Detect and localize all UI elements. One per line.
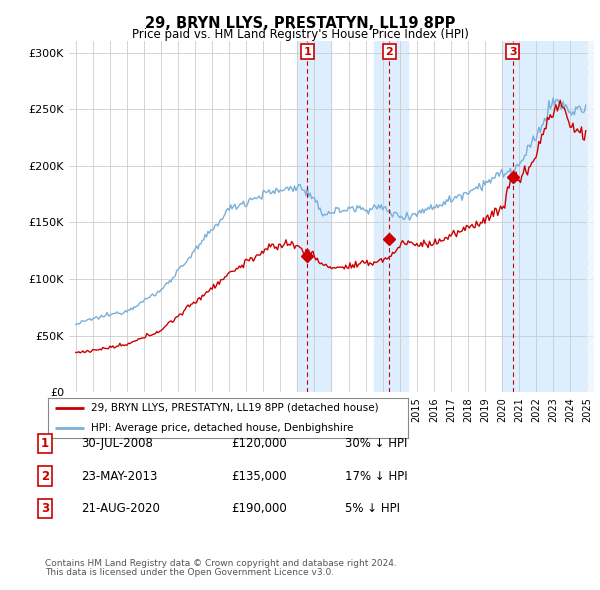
- Text: 1: 1: [41, 437, 49, 450]
- Bar: [374, 41, 408, 392]
- Text: 30% ↓ HPI: 30% ↓ HPI: [345, 437, 407, 450]
- Text: £135,000: £135,000: [231, 470, 287, 483]
- Text: This data is licensed under the Open Government Licence v3.0.: This data is licensed under the Open Gov…: [45, 568, 334, 577]
- Text: Price paid vs. HM Land Registry's House Price Index (HPI): Price paid vs. HM Land Registry's House …: [131, 28, 469, 41]
- Text: Contains HM Land Registry data © Crown copyright and database right 2024.: Contains HM Land Registry data © Crown c…: [45, 559, 397, 568]
- Text: 30-JUL-2008: 30-JUL-2008: [81, 437, 153, 450]
- Text: 2: 2: [41, 470, 49, 483]
- Text: 23-MAY-2013: 23-MAY-2013: [81, 470, 157, 483]
- Text: 2: 2: [385, 47, 393, 57]
- Text: 29, BRYN LLYS, PRESTATYN, LL19 8PP (detached house): 29, BRYN LLYS, PRESTATYN, LL19 8PP (deta…: [91, 403, 379, 412]
- Text: £190,000: £190,000: [231, 502, 287, 515]
- Text: 3: 3: [41, 502, 49, 515]
- Text: 29, BRYN LLYS, PRESTATYN, LL19 8PP: 29, BRYN LLYS, PRESTATYN, LL19 8PP: [145, 16, 455, 31]
- Bar: [587, 41, 600, 392]
- Text: 17% ↓ HPI: 17% ↓ HPI: [345, 470, 407, 483]
- Bar: [298, 41, 331, 392]
- Text: 3: 3: [509, 47, 517, 57]
- Text: HPI: Average price, detached house, Denbighshire: HPI: Average price, detached house, Denb…: [91, 423, 353, 432]
- Text: 1: 1: [304, 47, 311, 57]
- Text: 21-AUG-2020: 21-AUG-2020: [81, 502, 160, 515]
- Text: 5% ↓ HPI: 5% ↓ HPI: [345, 502, 400, 515]
- Bar: [502, 41, 600, 392]
- Text: £120,000: £120,000: [231, 437, 287, 450]
